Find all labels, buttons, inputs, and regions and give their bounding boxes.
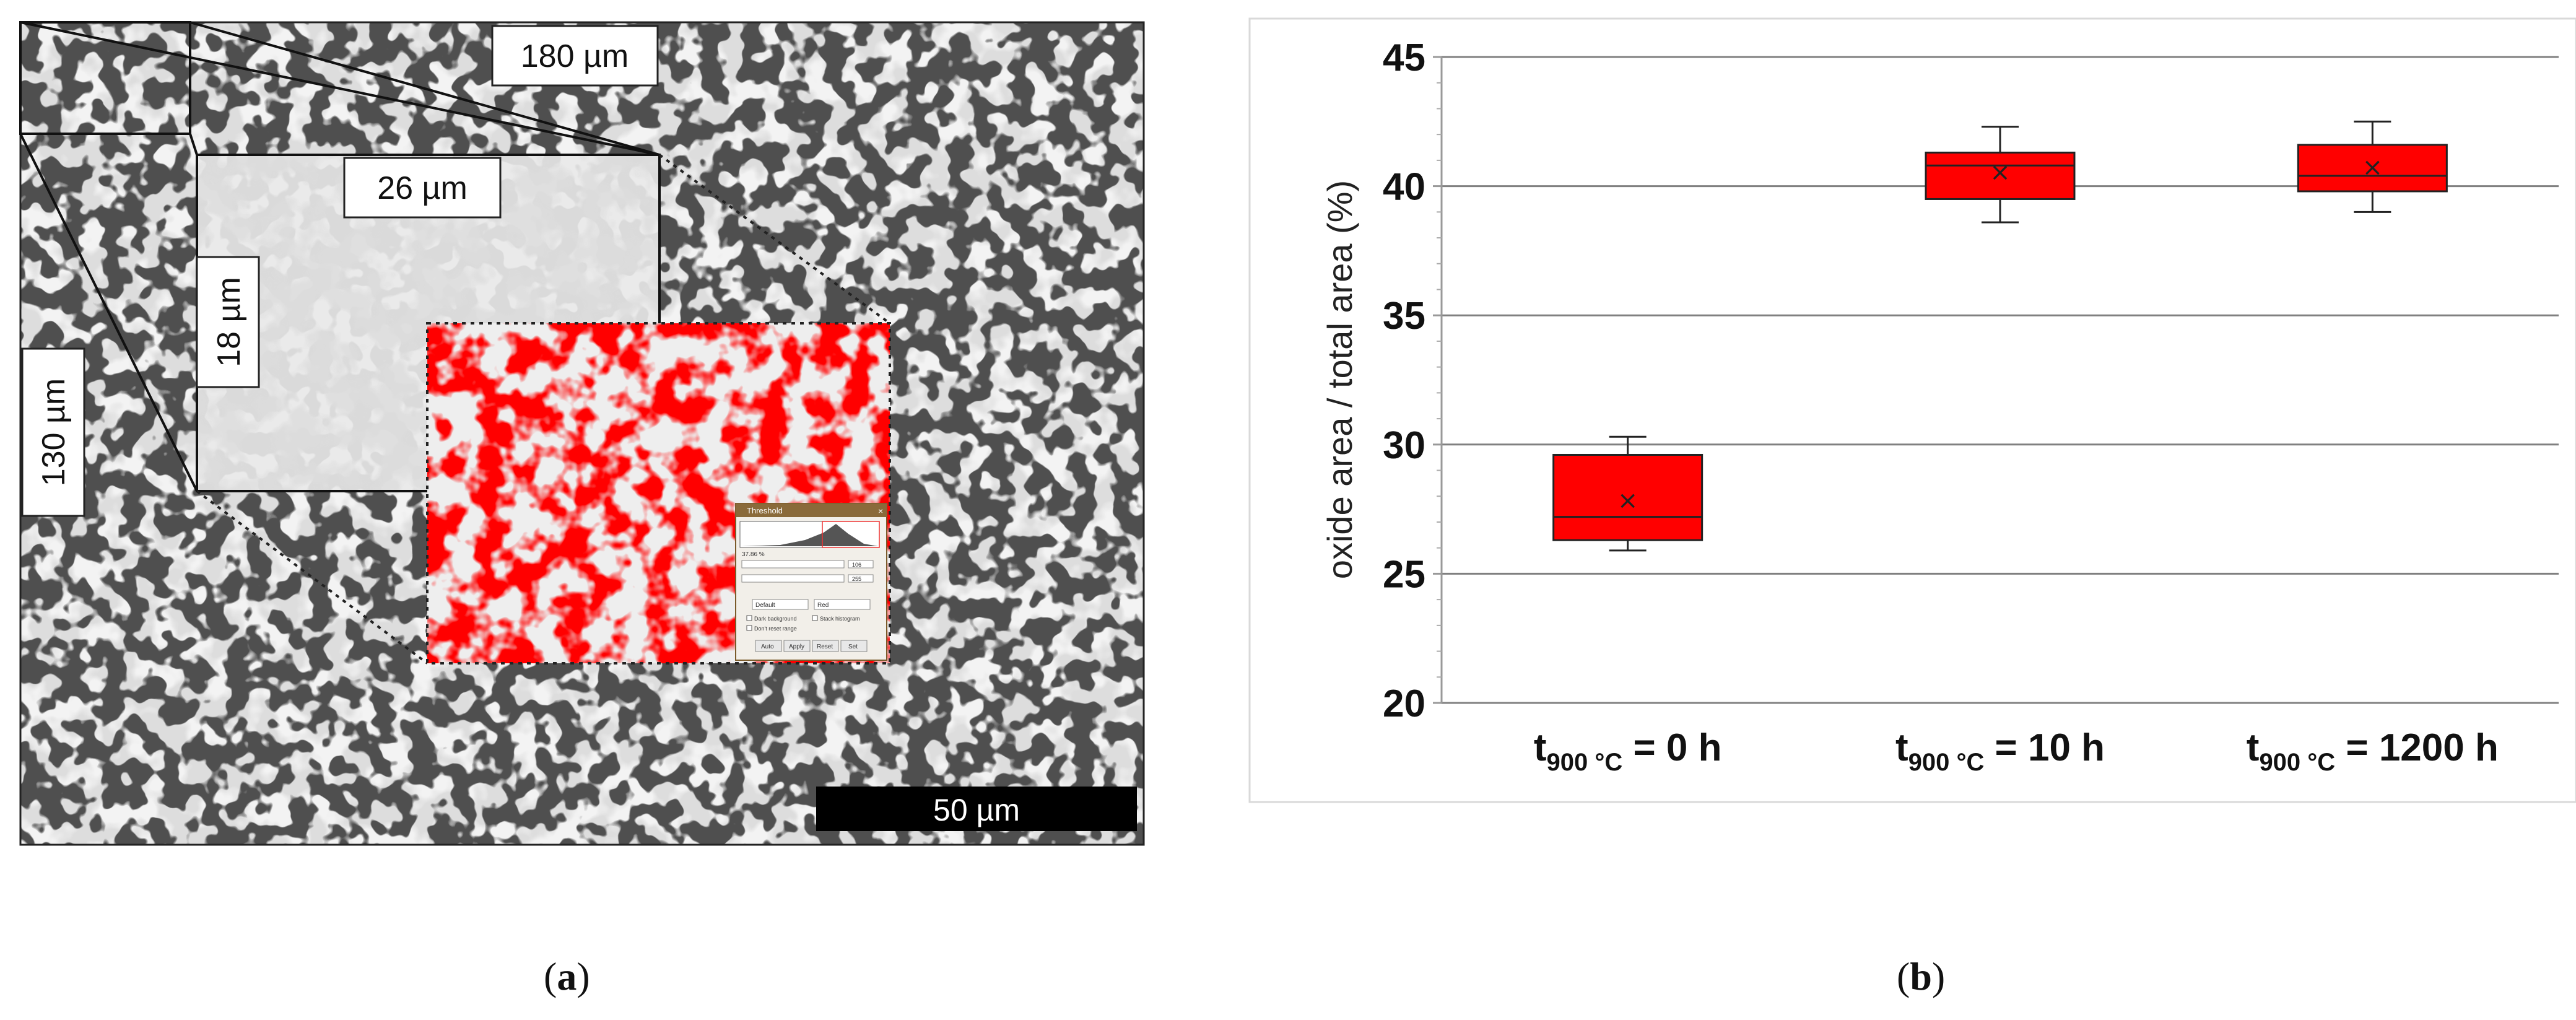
x-category-label-1: t900 °C = 0 h: [1534, 726, 1722, 776]
mean-marker: ×: [2362, 153, 2383, 181]
svg-text:Dark background: Dark background: [754, 616, 797, 622]
dimension-label-26um: 26 µm: [377, 170, 468, 206]
dark-background-checkbox[interactable]: [746, 615, 752, 621]
box-iqr: [2297, 144, 2448, 193]
box-iqr: [1925, 151, 2076, 200]
y-axis-label: oxide area / total area (%): [1320, 180, 1359, 579]
x-category-label-3: t900 °C = 1200 h: [2247, 726, 2499, 776]
dont-reset-checkbox[interactable]: [746, 625, 752, 631]
apply-button[interactable]: [783, 640, 811, 652]
y-tick-label-45: 45: [1383, 37, 1425, 79]
svg-text:Default: Default: [755, 602, 775, 609]
x-category-labels: t900 °C = 0 h t900 °C = 10 h t900 °C = 120…: [1534, 726, 2499, 776]
method-select[interactable]: [752, 599, 809, 610]
zoom-guide-lines: [19, 21, 660, 492]
y-tick-label-25: 25: [1383, 553, 1425, 596]
stack-histogram-checkbox[interactable]: [812, 615, 818, 621]
y-tick-label-35: 35: [1383, 295, 1425, 338]
box-2: ×: [1925, 126, 2076, 224]
max-value[interactable]: 255: [852, 576, 861, 582]
mean-marker: ×: [1617, 487, 1638, 515]
svg-text:Red: Red: [817, 602, 829, 609]
micrograph-image-frame: [19, 21, 1145, 846]
svg-text:Don't reset range: Don't reset range: [754, 626, 797, 632]
box-iqr: [1552, 453, 1704, 541]
scale-bar: [816, 787, 1137, 831]
mode-select[interactable]: [814, 599, 871, 610]
dimension-label-130um: 130 µm: [36, 378, 72, 486]
x-category-label-2: t900 °C = 10 h: [1895, 726, 2105, 776]
y-tick-labels: 20 25 30 35 40 45: [1383, 37, 1442, 725]
y-minor-ticks: [1437, 82, 1442, 678]
box-3: ×: [2297, 120, 2448, 213]
threshold-percent: 37.86 %: [742, 551, 765, 558]
svg-text:Reset: Reset: [817, 643, 833, 650]
svg-text:Auto: Auto: [761, 643, 774, 650]
dimension-label-180um: 180 µm: [521, 38, 629, 74]
panel-letter-a: a: [557, 954, 577, 998]
box-series: × × ×: [1552, 120, 2448, 552]
panel-label-a: (a): [544, 954, 590, 998]
svg-text:Set: Set: [848, 643, 858, 650]
panel-label-b: (b): [1897, 954, 1946, 998]
reset-button[interactable]: [812, 640, 839, 652]
box-1: ×: [1552, 435, 1704, 552]
chart-frame: [1248, 17, 2576, 803]
panel-letter-b: b: [1910, 954, 1932, 998]
close-icon: ×: [878, 506, 883, 516]
svg-text:Stack histogram: Stack histogram: [820, 616, 860, 622]
scale-bar-label: 50 µm: [933, 793, 1020, 827]
min-value[interactable]: 106: [852, 562, 861, 568]
y-tick-label-30: 30: [1383, 424, 1425, 467]
set-button[interactable]: [840, 640, 868, 652]
svg-text:Apply: Apply: [789, 643, 804, 650]
min-slider[interactable]: [741, 560, 845, 569]
zoom-box-small: [19, 21, 191, 135]
mean-marker: ×: [1990, 159, 2011, 187]
max-slider[interactable]: [741, 574, 845, 583]
dimension-label-18um: 18 µm: [211, 277, 247, 367]
auto-button[interactable]: [755, 640, 782, 652]
micrograph-panel: Threshold × 37.86 % 106 255 Default Red …: [19, 21, 1145, 846]
y-tick-label-40: 40: [1383, 166, 1425, 209]
threshold-dialog: Threshold × 37.86 % 106 255 Default Red …: [735, 503, 887, 661]
threshold-dialog-title: Threshold: [747, 506, 783, 515]
y-tick-label-20: 20: [1383, 682, 1425, 725]
